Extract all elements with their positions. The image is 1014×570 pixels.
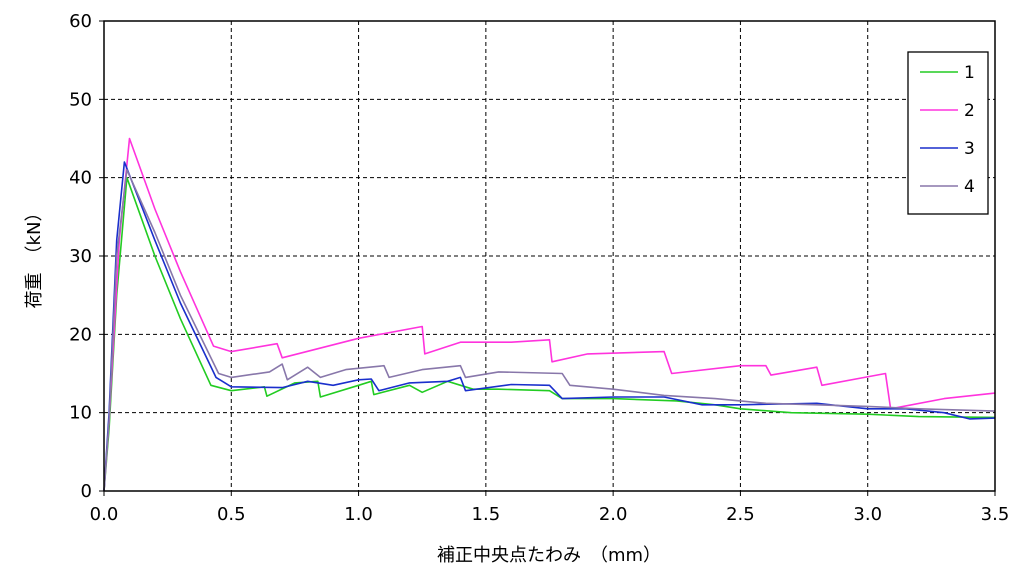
- x-tick-label: 3.0: [853, 504, 882, 525]
- y-tick-label: 20: [69, 324, 92, 345]
- grid: [104, 21, 995, 491]
- y-axis-title: 荷重 （kN）: [24, 204, 45, 309]
- legend-label-1: 1: [964, 63, 975, 83]
- tick-labels: 0.0 0.5 1.0 1.5 2.0 2.5 3.0 3.5 0 10 20 30 40 50 60: [69, 11, 1009, 525]
- y-tick-label: 60: [69, 11, 92, 32]
- legend: 1 2 3 4: [907, 51, 989, 215]
- x-tick-label: 0.0: [90, 504, 119, 525]
- y-tick-label: 30: [69, 246, 92, 267]
- y-tick-label: 0: [81, 481, 92, 502]
- x-tick-label: 2.5: [726, 504, 755, 525]
- series-lines: [103, 137, 996, 492]
- legend-label-3: 3: [964, 139, 975, 159]
- legend-label-2: 2: [964, 101, 975, 121]
- series-3-line: [103, 161, 996, 492]
- legend-box: [907, 51, 989, 215]
- legend-label-4: 4: [964, 177, 975, 197]
- x-tick-label: 0.5: [217, 504, 246, 525]
- series-4-line: [103, 169, 996, 492]
- y-tick-label: 50: [69, 89, 92, 110]
- x-tick-label: 1.0: [344, 504, 373, 525]
- x-axis-title: 補正中央点たわみ （mm）: [437, 545, 661, 566]
- x-tick-label: 1.5: [472, 504, 501, 525]
- x-tick-label: 3.5: [981, 504, 1010, 525]
- series-2-line: [103, 137, 996, 492]
- y-tick-label: 40: [69, 168, 92, 189]
- y-tick-label: 10: [69, 403, 92, 424]
- x-tick-label: 2.0: [599, 504, 628, 525]
